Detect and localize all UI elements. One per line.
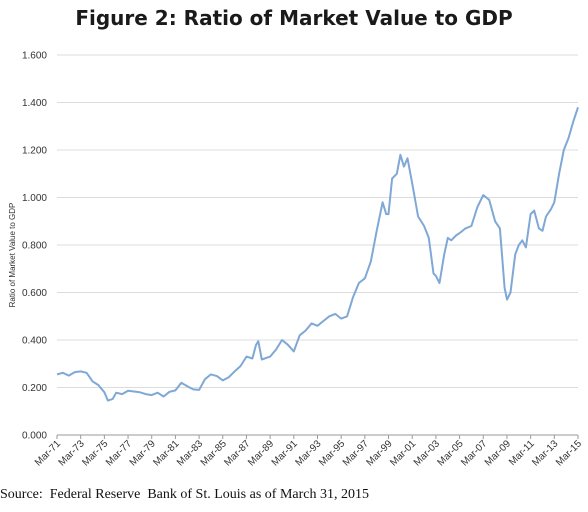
x-tick-label: Mar-15 bbox=[554, 438, 584, 468]
gridlines bbox=[57, 54, 578, 388]
y-tick-label: 0.600 bbox=[22, 288, 47, 299]
y-tick-label: 1.400 bbox=[22, 98, 47, 109]
y-tick-label: 0.200 bbox=[22, 383, 47, 394]
series-line bbox=[56, 106, 579, 402]
y-tick-label: 1.000 bbox=[22, 193, 47, 204]
chart-title: Figure 2: Ratio of Market Value to GDP bbox=[75, 6, 513, 30]
y-axis-label: Ratio of Market Value to GDP bbox=[8, 203, 17, 308]
x-tick-label: Mar-09 bbox=[483, 438, 513, 468]
x-axis-ticks: Mar-71Mar-73Mar-75Mar-77Mar-79Mar-81Mar-… bbox=[33, 435, 584, 469]
y-tick-label: 0.400 bbox=[22, 336, 47, 347]
source-note: Source: Federal Reserve Bank of St. Loui… bbox=[0, 487, 369, 502]
y-tick-label: 0.000 bbox=[22, 431, 47, 442]
y-tick-label: 0.800 bbox=[22, 241, 47, 252]
y-tick-label: 1.600 bbox=[22, 51, 47, 62]
y-tick-label: 1.200 bbox=[22, 146, 47, 157]
y-axis-ticks: 0.000 0.200 0.400 0.600 0.800 1.000 1.200 1.400… bbox=[22, 51, 47, 442]
